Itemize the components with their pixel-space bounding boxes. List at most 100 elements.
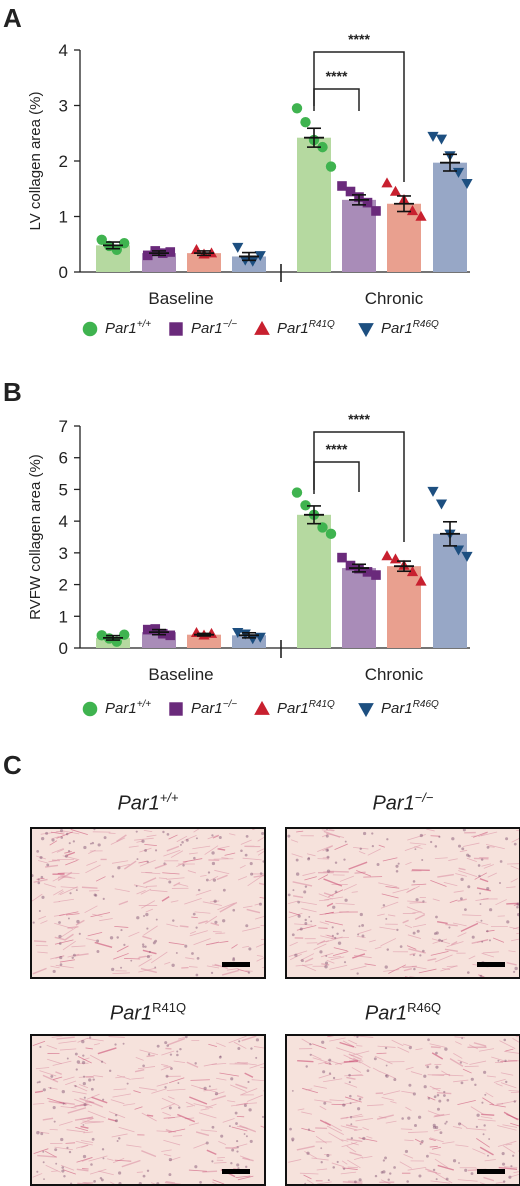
legend-label: Par1R41Q [277,319,335,337]
legend-item: Par1R41Q [252,316,335,340]
square-marker-icon [166,318,186,338]
legend-item: Par1−/− [166,696,237,720]
y-tick-label: 2 [59,576,68,595]
scale-bar [477,962,505,967]
data-point [300,117,310,127]
bar [387,566,421,648]
micrograph-ko [285,827,520,979]
y-tick-label: 2 [59,152,68,171]
group-label: Chronic [365,665,424,684]
panel-letter-c: C [3,750,22,781]
legend-marker-shape [83,702,98,717]
legend-item: Par1R46Q [356,696,439,720]
y-axis-label: LV collagen area (%) [27,92,44,231]
data-point [292,487,302,497]
triangle-up-marker-icon [252,698,272,718]
legend-label: Par1−/− [191,319,237,337]
data-point [165,247,175,257]
significance-bracket [314,462,359,494]
square-marker-icon [166,698,186,718]
legend-marker-shape [169,702,182,715]
data-point [337,181,347,191]
data-point [292,103,302,113]
chart-rvfw-collagen: 0 1 2 3 4 5 6 7 RVFW collagen area (%) Baseline Ch… [0,360,520,700]
y-tick-label: 1 [59,208,68,227]
tissue-texture [287,829,519,977]
legend-item: Par1R41Q [252,696,335,720]
bar [433,534,467,648]
legend-item: Par1+/+ [80,696,151,720]
micrograph-r46q [285,1034,520,1186]
legend-item: Par1R46Q [356,316,439,340]
y-tick-label: 4 [59,512,68,531]
legend-marker-shape [83,322,98,337]
data-point [427,487,438,497]
legend-marker-shape [169,322,182,335]
legend-label: Par1R46Q [381,699,439,717]
legend-item: Par1−/− [166,316,237,340]
bar [342,568,376,648]
legend-label: Par1R46Q [381,319,439,337]
triangle-down-marker-icon [356,698,376,718]
y-tick-label: 3 [59,97,68,116]
legend-marker-shape [254,321,270,335]
y-axis-label: RVFW collagen area (%) [27,454,44,620]
legend-label: Par1−/− [191,699,237,717]
data-point [232,243,243,253]
scale-bar [222,962,250,967]
group-label: Chronic [365,289,424,308]
significance-bracket [314,89,359,111]
significance-stars: **** [348,31,370,47]
legend-marker-shape [358,703,374,717]
micrograph-title-wt: Par1+/+ [30,790,266,816]
legend-b: Par1+/+ Par1−/− Par1R41Q Par1R46Q [80,696,520,720]
y-tick-label: 0 [59,639,68,658]
significance-stars: **** [326,68,348,84]
micrograph-wt [30,827,266,979]
significance-stars: **** [348,411,370,427]
legend-label: Par1+/+ [105,319,151,337]
data-point [436,500,447,510]
y-tick-label: 4 [59,41,68,60]
data-point [381,550,392,560]
data-point [119,238,129,248]
data-point [337,553,347,563]
data-point [326,161,336,171]
legend-label: Par1R41Q [277,699,335,717]
tissue-texture [287,1036,519,1184]
y-tick-label: 5 [59,480,68,499]
legend-label: Par1+/+ [105,699,151,717]
data-point [371,570,381,580]
tissue-texture [32,829,264,977]
y-tick-label: 6 [59,449,68,468]
triangle-up-marker-icon [252,318,272,338]
data-point [381,177,392,187]
circle-marker-icon [80,318,100,338]
data-point [436,135,447,145]
legend-marker-shape [254,701,270,715]
y-tick-label: 0 [59,263,68,282]
circle-marker-icon [80,698,100,718]
micrograph-r41q [30,1034,266,1186]
data-point [326,529,336,539]
tissue-texture [32,1036,264,1184]
data-point [427,132,438,142]
group-label: Baseline [148,665,213,684]
y-tick-label: 7 [59,417,68,436]
legend-a: Par1+/+ Par1−/− Par1R41Q Par1R46Q [80,316,520,340]
significance-stars: **** [326,441,348,457]
micrograph-title-r41q: Par1R41Q [30,1000,266,1026]
bar [342,200,376,272]
bar [297,138,331,272]
y-tick-label: 3 [59,544,68,563]
micrograph-title-ko: Par1−/− [285,790,520,816]
micrograph-title-r46q: Par1R46Q [285,1000,520,1026]
legend-item: Par1+/+ [80,316,151,340]
scale-bar [477,1169,505,1174]
triangle-down-marker-icon [356,318,376,338]
scale-bar [222,1169,250,1174]
y-tick-label: 1 [59,607,68,626]
data-point [371,206,381,216]
legend-marker-shape [358,323,374,337]
